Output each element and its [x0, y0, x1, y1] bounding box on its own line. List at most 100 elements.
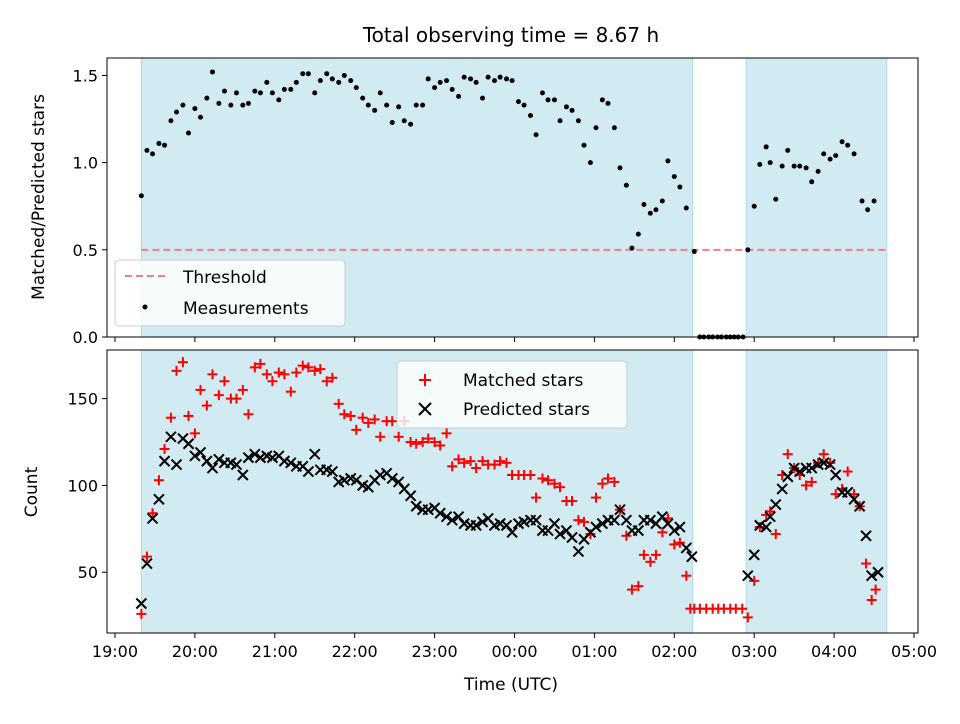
matched-star-point	[549, 478, 560, 489]
measurement-point	[372, 107, 378, 113]
measurement-point	[557, 118, 563, 124]
bottom-y-tick-label: 50	[78, 563, 98, 582]
matched-star-point	[754, 522, 765, 533]
matched-star-point	[291, 367, 302, 378]
predicted-star-point	[872, 566, 884, 578]
matched-star-point	[543, 475, 554, 486]
measurement-point	[341, 72, 347, 78]
matched-star-point	[339, 409, 350, 420]
top-y-tick-label: 0.5	[73, 241, 98, 260]
predicted-star-point	[829, 469, 842, 481]
matched-star-point	[609, 476, 620, 487]
measurement-point	[420, 102, 426, 108]
matched-star-point	[737, 603, 748, 614]
measurement-point	[461, 74, 467, 80]
measurement-point	[773, 196, 779, 202]
measurement-point	[185, 130, 191, 136]
measurement-point	[593, 125, 599, 131]
matched-star-point	[573, 515, 584, 526]
predicted-star-point	[470, 519, 482, 532]
measurement-point	[174, 109, 180, 115]
top-y-tick-label: 1.5	[73, 66, 98, 85]
measurement-point	[252, 88, 258, 94]
matched-star-point	[681, 570, 692, 581]
measurement-point	[791, 163, 797, 169]
matched-star-point	[501, 457, 512, 468]
matched-star-point	[333, 398, 344, 409]
measurement-point	[305, 71, 311, 77]
x-tick-label: 19:00	[92, 642, 138, 661]
measurement-point	[677, 184, 683, 190]
measurement-point	[168, 118, 174, 124]
legend-matched-label: Matched stars	[463, 371, 583, 391]
measurement-point	[324, 71, 330, 77]
measurement-point	[233, 90, 239, 96]
matched-star-point	[345, 410, 356, 421]
measurement-point	[180, 102, 186, 108]
measurement-point	[581, 142, 587, 148]
predicted-star-point	[165, 431, 177, 443]
measurement-point	[348, 78, 354, 84]
matched-star-point	[749, 575, 760, 586]
matched-star-point	[633, 581, 644, 592]
matched-star-point	[650, 549, 661, 560]
measurement-point	[425, 76, 431, 82]
measurement-point	[317, 78, 323, 84]
measurement-point	[797, 163, 803, 169]
measurement-point	[138, 193, 144, 199]
matched-star-point	[136, 608, 147, 619]
predicted-star-point	[189, 450, 201, 462]
matched-star-point	[303, 362, 314, 373]
predicted-star-point	[278, 455, 291, 467]
matched-star-point	[369, 414, 380, 425]
matched-star-point	[201, 400, 212, 411]
measurement-point	[527, 113, 533, 119]
matched-star-point	[765, 506, 776, 517]
bottom-legend: Matched stars Predicted stars	[396, 360, 628, 429]
measurement-point	[300, 71, 306, 77]
measurement-point	[785, 147, 791, 153]
matched-star-point	[273, 367, 284, 378]
measurement-point	[779, 163, 785, 169]
measurement-point	[293, 79, 299, 85]
predicted-star-point	[686, 550, 698, 563]
matched-star-point	[471, 463, 482, 474]
measurement-point	[312, 90, 318, 96]
predicted-star-point	[206, 462, 219, 474]
matched-star-point	[813, 457, 824, 468]
measurement-point	[851, 151, 857, 157]
measurement-point	[480, 95, 486, 101]
matched-star-point	[177, 357, 188, 368]
measurement-point	[228, 102, 234, 108]
predicted-star-point	[782, 471, 794, 483]
predicted-star-point	[590, 521, 602, 533]
measurement-point	[437, 79, 443, 85]
x-tick-label: 00:00	[491, 642, 537, 661]
matched-star-point	[453, 454, 464, 465]
predicted-star-point	[135, 597, 148, 610]
predicted-star-point	[194, 446, 207, 459]
matched-star-point	[213, 390, 224, 401]
matched-star-point	[375, 431, 386, 442]
measurement-point	[751, 203, 757, 209]
matched-star-point	[801, 480, 812, 491]
measurement-point	[408, 121, 414, 127]
top-legend-box	[114, 259, 346, 327]
predicted-star-point	[548, 517, 561, 530]
measurement-point	[617, 165, 623, 171]
matched-star-point	[782, 449, 793, 460]
predicted-star-point	[794, 465, 806, 478]
measurement-point	[384, 102, 390, 108]
matched-star-point	[249, 362, 260, 373]
measurement-point	[492, 78, 498, 84]
matched-star-point	[279, 369, 290, 380]
measurement-point	[545, 97, 551, 103]
matched-star-point	[818, 449, 829, 460]
measurement-point	[144, 147, 150, 153]
matched-star-point	[590, 492, 601, 503]
matched-star-point	[195, 384, 206, 395]
matched-star-point	[742, 612, 753, 623]
measurement-point	[859, 198, 865, 204]
measurement-point	[653, 207, 659, 213]
